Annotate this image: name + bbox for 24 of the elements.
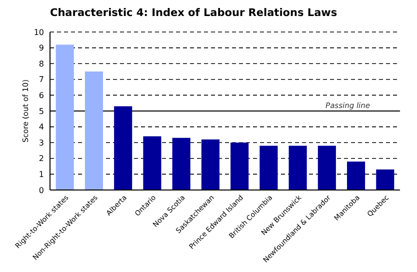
- bar: [260, 146, 278, 190]
- y-tick-label: 10: [34, 28, 44, 37]
- bar: [288, 146, 307, 190]
- bar: [114, 106, 132, 190]
- y-tick-label: 6: [38, 91, 44, 100]
- y-tick-label: 1: [38, 170, 44, 179]
- y-tick-label: 4: [38, 122, 44, 132]
- bar: [230, 142, 249, 190]
- bar: [376, 169, 394, 190]
- chart-title: Characteristic 4: Index of Labour Relations Laws: [50, 7, 338, 19]
- bar: [56, 44, 74, 190]
- y-tick-label: 9: [38, 44, 44, 53]
- bar: [143, 136, 162, 190]
- y-tick-label: 5: [38, 106, 44, 116]
- y-tick-label: 8: [38, 59, 44, 68]
- bar: [347, 162, 366, 190]
- bar: [84, 72, 103, 190]
- bar: [201, 139, 220, 190]
- y-tick-label: 2: [38, 154, 44, 164]
- y-tick-label: 7: [38, 75, 44, 84]
- bar: [318, 146, 336, 190]
- y-tick-label: 3: [38, 138, 44, 148]
- bar: [172, 138, 190, 190]
- y-tick-label: 0: [38, 186, 44, 195]
